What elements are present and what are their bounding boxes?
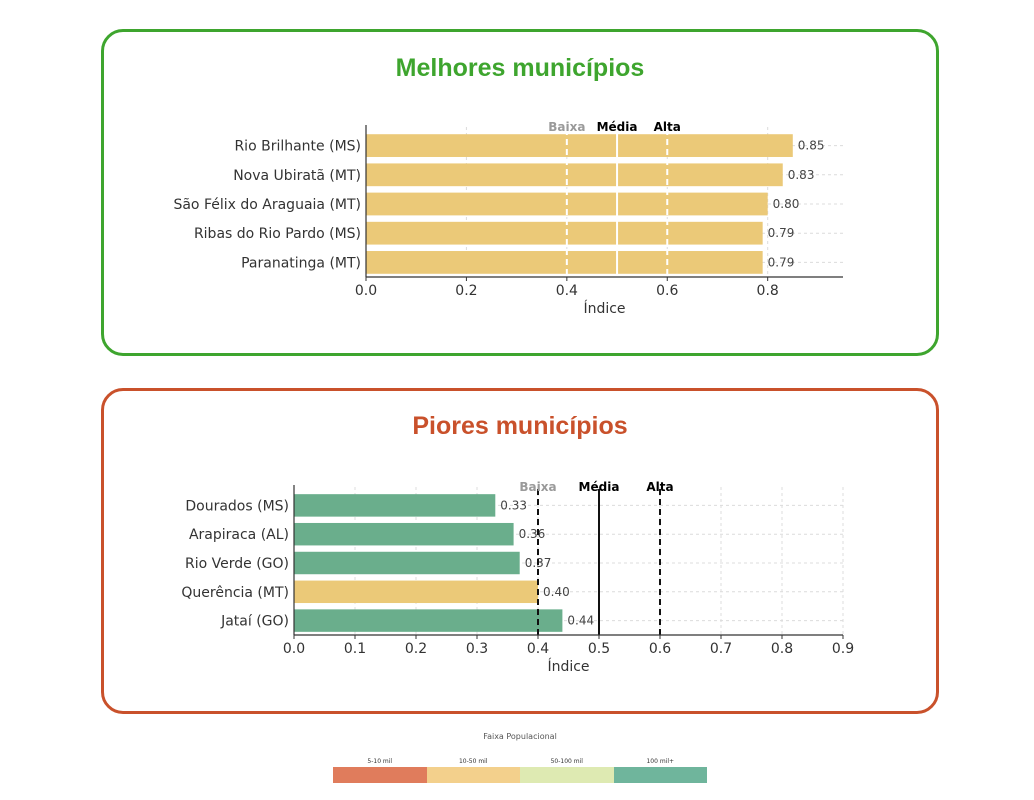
- legend-label: 5-10 mil: [367, 758, 393, 765]
- x-tick-label: 0.2: [405, 641, 427, 657]
- bar: [366, 163, 783, 187]
- bar: [294, 522, 514, 546]
- reference-label: Média: [579, 480, 620, 494]
- best-municipalities-panel: Melhores municípios: [101, 29, 939, 356]
- x-axis-label: Índice: [547, 658, 589, 675]
- value-label: 0.85: [798, 139, 825, 153]
- value-label: 0.80: [773, 197, 800, 211]
- value-label: 0.33: [500, 498, 527, 512]
- value-label: 0.44: [567, 614, 594, 628]
- legend-item: 5-10 mil: [333, 757, 427, 783]
- population-legend: Faixa Populacional 5-10 mil 10-50 mil 50…: [333, 732, 707, 784]
- legend-swatch: [520, 767, 614, 783]
- x-tick-label: 0.3: [466, 641, 488, 657]
- worst-municipalities-panel: Piores municípios: [101, 388, 939, 714]
- x-axis-label: Índice: [583, 300, 625, 317]
- legend-label: 10-50 mil: [458, 758, 488, 765]
- bar: [366, 134, 793, 157]
- bar: [294, 580, 538, 604]
- x-tick-label: 0.2: [455, 283, 477, 299]
- legend-swatch: [613, 767, 707, 783]
- legend-label: 100 mil+: [646, 758, 675, 765]
- value-label: 0.36: [519, 527, 546, 541]
- reference-label: Baixa: [519, 480, 556, 494]
- category-label: Arapiraca (AL): [189, 527, 289, 543]
- legend-swatch: [426, 767, 520, 783]
- category-label: Ribas do Rio Pardo (MS): [194, 226, 361, 242]
- x-tick-label: 0.4: [556, 283, 578, 299]
- reference-label: Média: [597, 120, 638, 134]
- category-label: Rio Brilhante (MS): [234, 139, 361, 155]
- bar: [294, 494, 496, 517]
- reference-label: Alta: [654, 120, 681, 134]
- category-label: Nova Ubiratã (MT): [233, 168, 361, 184]
- reference-label: Alta: [646, 480, 673, 494]
- value-label: 0.79: [768, 226, 795, 240]
- x-tick-label: 0.8: [771, 641, 793, 657]
- value-label: 0.40: [543, 585, 570, 599]
- x-tick-label: 0.5: [588, 641, 610, 657]
- legend-item: 100 mil+: [613, 757, 707, 783]
- category-label: Dourados (MS): [185, 498, 289, 514]
- best-panel-title: Melhores municípios: [395, 54, 645, 82]
- x-tick-label: 0.9: [832, 641, 854, 657]
- worst-panel-title: Piores municípios: [412, 412, 628, 440]
- legend-label: 50-100 mil: [550, 758, 583, 765]
- reference-label: Baixa: [548, 120, 585, 134]
- x-tick-label: 0.0: [355, 283, 377, 299]
- value-label: 0.83: [788, 168, 815, 182]
- bar: [366, 221, 763, 245]
- category-label: Querência (MT): [181, 585, 289, 601]
- x-tick-label: 0.1: [344, 641, 366, 657]
- bar: [366, 251, 763, 274]
- x-tick-label: 0.6: [656, 283, 678, 299]
- x-tick-label: 0.6: [649, 641, 671, 657]
- bar: [294, 609, 563, 632]
- bar: [294, 551, 520, 575]
- category-label: Jataí (GO): [220, 614, 289, 630]
- x-tick-label: 0.0: [283, 641, 305, 657]
- legend-item: 10-50 mil: [426, 757, 520, 783]
- legend-title: Faixa Populacional: [483, 732, 557, 741]
- category-label: São Félix do Araguaia (MT): [173, 197, 361, 213]
- x-tick-label: 0.4: [527, 641, 549, 657]
- category-label: Paranatinga (MT): [241, 255, 361, 271]
- x-tick-label: 0.7: [710, 641, 732, 657]
- category-label: Rio Verde (GO): [185, 556, 289, 572]
- legend-item: 50-100 mil: [520, 757, 614, 783]
- value-label: 0.79: [768, 255, 795, 269]
- x-tick-label: 0.8: [757, 283, 779, 299]
- legend-swatch: [333, 767, 427, 783]
